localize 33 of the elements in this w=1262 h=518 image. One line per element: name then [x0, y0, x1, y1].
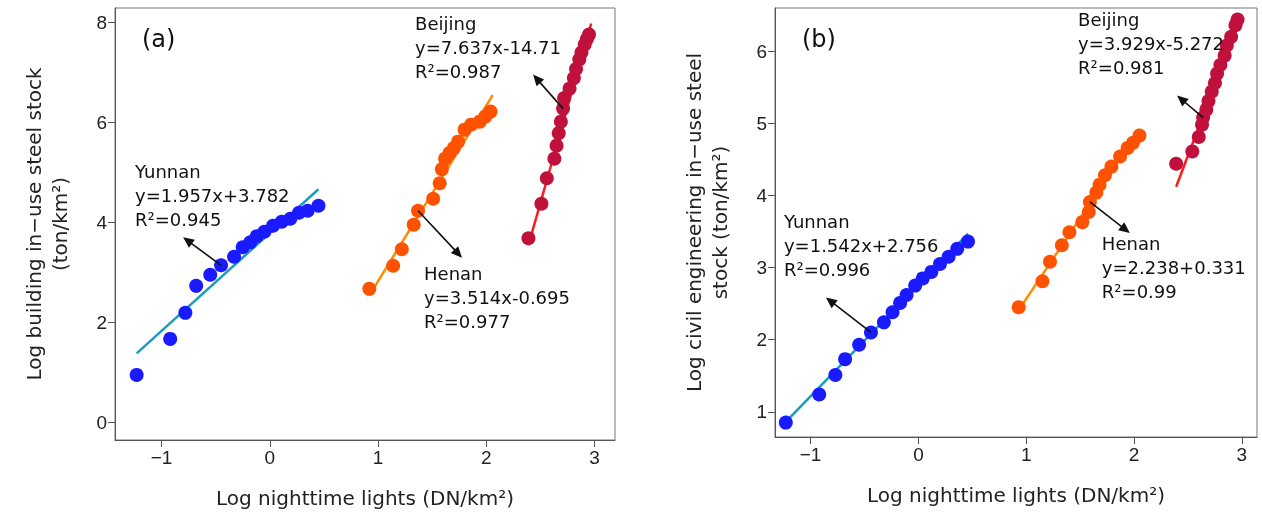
x-tick-label: 0	[264, 447, 276, 468]
x-tick-label: 1	[1020, 444, 1032, 465]
x-tick-label: 3	[589, 447, 600, 468]
annotation: Beijing y=3.929x-5.272 R²=0.981	[1078, 7, 1225, 80]
y-tick-label: 6	[96, 111, 107, 133]
annotation: Henan y=3.514x-0.695 R²=0.977	[424, 261, 570, 334]
y-tick-label: 3	[756, 257, 767, 279]
x-tick-label: −1	[799, 444, 822, 465]
annotation: Henan y=2.238+0.331 R²=0.99	[1101, 231, 1246, 304]
y-tick-label: 5	[756, 112, 767, 134]
annotation: Yunnan y=1.542x+2.756 R²=0.996	[783, 210, 939, 283]
y-tick-label: 0	[96, 411, 107, 433]
y-tick-label: 8	[96, 11, 107, 33]
y-tick-label: 2	[96, 311, 107, 333]
text: (a)	[142, 25, 176, 53]
x-tick-label: 2	[480, 447, 492, 468]
x-tick-label: 0	[913, 444, 924, 465]
annotation: Beijing y=7.637x-14.71 R²=0.987	[415, 11, 561, 84]
y-tick-label: 1	[756, 401, 767, 423]
x-tick-label: −1	[150, 447, 173, 468]
x-tick-label: 2	[1128, 444, 1140, 465]
y-tick-label: 4	[96, 211, 108, 233]
x-axis-title: Log nighttime lights (DN/km²)	[216, 486, 514, 510]
y-axis-title: Log building in−use steel stock (ton/km²)	[22, 67, 72, 381]
x-tick-label: 1	[372, 447, 384, 468]
x-tick-label: 3	[1236, 444, 1248, 465]
text: (b)	[802, 25, 836, 53]
annotation: Yunnan y=1.957x+3.782 R²=0.945	[135, 160, 290, 233]
y-tick-label: 4	[756, 184, 768, 206]
y-axis-title: Log civil engineering in−use steel stock (ton/km²)	[682, 52, 732, 393]
x-axis-title: Log nighttime lights (DN/km²)	[867, 483, 1165, 507]
y-tick-label: 2	[756, 329, 767, 351]
y-tick-label: 6	[756, 40, 767, 62]
